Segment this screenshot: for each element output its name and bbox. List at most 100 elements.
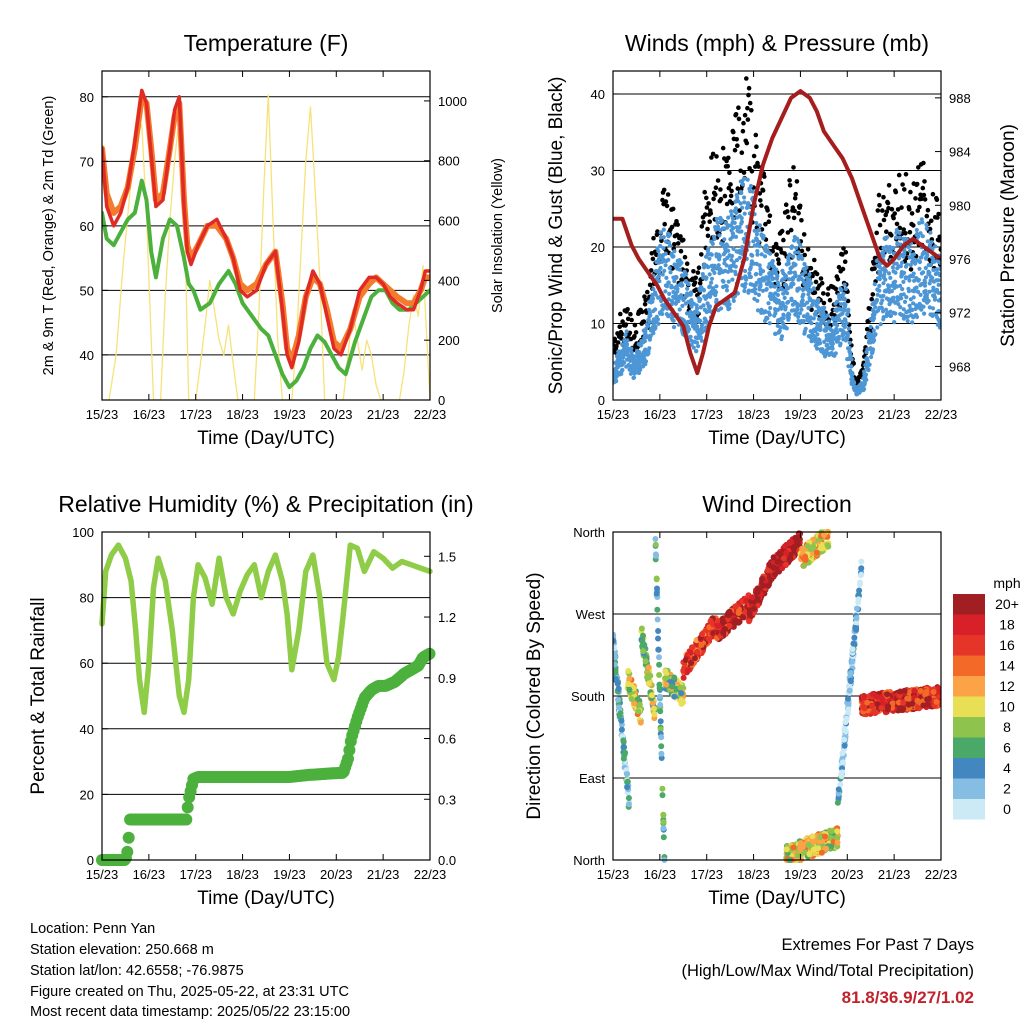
direction-point <box>655 635 661 642</box>
direction-point <box>658 743 665 750</box>
wind-point <box>664 275 669 280</box>
gust-point <box>799 248 805 254</box>
wind-point <box>714 290 719 295</box>
gust-point <box>713 185 719 190</box>
wind-point <box>731 246 736 251</box>
gust-point <box>936 211 941 217</box>
x-tick-label: 18/23 <box>737 407 770 422</box>
wind-point <box>670 254 675 259</box>
wind-point <box>620 368 625 373</box>
direction-point <box>801 562 807 569</box>
wind-point <box>886 271 892 276</box>
wind-point <box>884 313 889 319</box>
gust-point <box>682 254 688 260</box>
wind-point <box>923 280 928 285</box>
wind-point <box>877 283 882 288</box>
wind-point <box>800 298 805 303</box>
wind-point <box>719 306 724 311</box>
direction-point <box>842 719 849 726</box>
pressure-line <box>613 89 941 376</box>
wind-point <box>851 380 856 385</box>
wind-point <box>934 267 940 272</box>
wind-point <box>903 264 909 269</box>
wind-point <box>695 310 700 315</box>
direction-point <box>656 681 663 688</box>
gust-point <box>647 282 653 288</box>
direction-point <box>900 699 907 706</box>
gust-point <box>773 241 779 247</box>
direction-point <box>626 675 633 682</box>
wind-point <box>839 302 844 307</box>
wind-point <box>717 233 722 238</box>
legend-swatch <box>953 758 985 779</box>
direction-point <box>864 699 871 706</box>
wind-point <box>756 292 762 297</box>
wind-point <box>802 262 807 267</box>
direction-point <box>754 589 761 596</box>
wind-point <box>719 218 725 223</box>
gust-point <box>818 276 824 281</box>
gust-point <box>733 112 739 117</box>
wind-point <box>793 262 798 267</box>
wind-point <box>726 248 731 253</box>
wind-point <box>762 246 768 251</box>
legend-label: 14 <box>999 658 1015 674</box>
gust-point <box>785 230 791 235</box>
wind-point <box>629 350 634 355</box>
direction-point <box>917 687 924 694</box>
direction-point <box>615 696 621 703</box>
gust-point <box>623 322 629 327</box>
wind-point <box>843 317 848 323</box>
gust-point <box>808 266 814 271</box>
legend-swatch <box>953 635 985 656</box>
wind-point <box>901 279 906 284</box>
direction-point <box>878 704 885 711</box>
direction-point <box>660 819 667 825</box>
direction-point <box>659 792 666 799</box>
y-tick-label: 40 <box>80 348 94 363</box>
gust-point <box>786 214 791 220</box>
gust-point <box>704 205 710 210</box>
gust-point <box>749 108 754 113</box>
wind-point <box>891 245 896 250</box>
gust-point <box>753 164 758 169</box>
wind-point <box>710 241 715 246</box>
wind-point <box>897 230 902 235</box>
wind-point <box>746 288 752 293</box>
wind-point <box>777 328 782 333</box>
y2-axis-label: Solar Insolation (Yellow) <box>490 158 506 313</box>
wind-point <box>623 332 628 337</box>
extremes-values: 81.8/36.9/27/1.02 <box>841 988 974 1007</box>
direction-point <box>760 582 767 589</box>
x-tick-label: 17/23 <box>179 407 212 422</box>
wind-point <box>707 272 712 277</box>
direction-point <box>869 703 876 710</box>
legend-label: 8 <box>1003 719 1011 735</box>
direction-point <box>648 692 655 699</box>
gust-point <box>930 191 936 197</box>
wind-point <box>761 269 766 274</box>
y-tick-label: 80 <box>80 591 94 606</box>
y-tick-label: 50 <box>80 283 94 298</box>
wind-point <box>724 242 729 247</box>
gust-point <box>774 252 779 257</box>
direction-point <box>779 565 786 572</box>
wind-point <box>753 291 758 296</box>
gust-point <box>929 218 934 224</box>
wind-point <box>878 322 883 327</box>
gust-point <box>614 343 619 349</box>
wind-point <box>889 289 895 294</box>
direction-point <box>837 781 844 788</box>
y2-tick-label: 1.2 <box>438 610 456 625</box>
wind-point <box>701 287 706 292</box>
chart-title: Temperature (F) <box>184 30 349 56</box>
wind-point <box>774 267 779 272</box>
wind-point <box>796 256 801 261</box>
gust-point <box>678 234 683 239</box>
direction-point <box>653 590 660 597</box>
gust-point <box>763 221 768 227</box>
wind-point <box>661 235 666 240</box>
y2-tick-label: 600 <box>438 214 460 229</box>
y-tick-label: 60 <box>80 219 94 234</box>
